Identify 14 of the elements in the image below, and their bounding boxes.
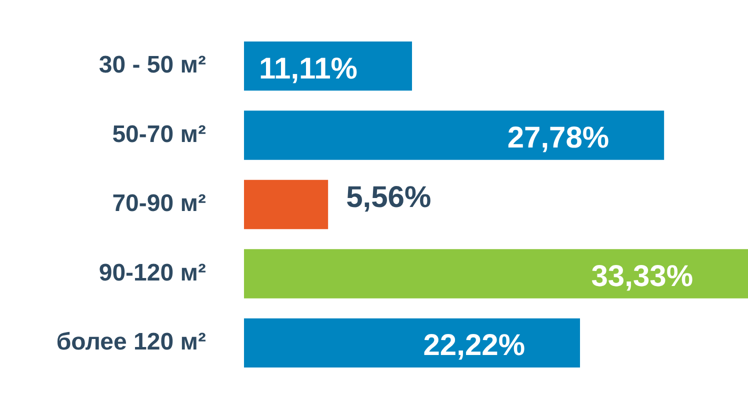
y-tick-label: 70-90 м² [112, 190, 206, 218]
y-tick-label: более 120 м² [56, 328, 206, 356]
data-label: 5,56% [346, 180, 432, 214]
bar [244, 110, 664, 160]
bar [244, 318, 580, 368]
y-tick-label: 90-120 м² [98, 259, 206, 286]
y-tick-label: 30 - 50 м² [98, 52, 206, 79]
data-label: 27,78% [507, 122, 610, 155]
y-tick-label: 50-70 м² [112, 120, 206, 148]
data-label: 33,33% [591, 260, 693, 294]
bar [244, 249, 748, 298]
bar [244, 180, 328, 230]
data-label: 11,11% [259, 52, 358, 86]
data-label: 22,22% [423, 329, 525, 362]
